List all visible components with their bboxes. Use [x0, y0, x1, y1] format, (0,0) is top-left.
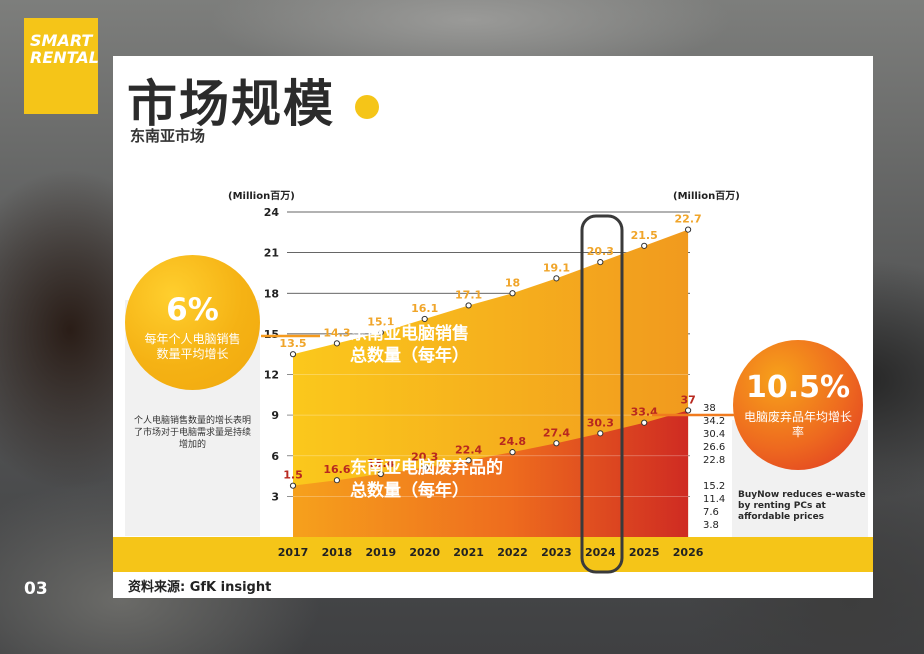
year-label: 2020	[409, 546, 440, 559]
footer-band	[113, 537, 873, 572]
left-tick-label: 24	[264, 206, 280, 219]
waste-value-label: 1.5	[283, 469, 303, 482]
logo-line1: SMART	[30, 31, 93, 50]
sales-point	[377, 329, 384, 336]
right-tick-label: 3.8	[703, 520, 719, 531]
sales-point	[597, 259, 604, 266]
sales-point	[465, 302, 472, 309]
page-subtitle: 东南亚市场	[130, 127, 206, 145]
left-callout-caption: 每年个人电脑销售数量平均增长	[144, 332, 241, 361]
waste-point	[509, 449, 516, 456]
right-callout-caption: 电脑废弃品年均增长率	[743, 410, 852, 439]
right-tick-label: 38	[703, 403, 716, 414]
sales-value-label: 14.3	[323, 326, 350, 339]
waste-point	[685, 407, 692, 414]
sales-value-label: 16.1	[411, 302, 438, 315]
left-tick-label: 15	[264, 328, 279, 341]
waste-point	[641, 419, 648, 426]
waste-point	[553, 440, 560, 447]
year-label: 2024	[585, 546, 616, 559]
sales-point	[333, 340, 340, 347]
x-axis-labels: 2017 2018 2019 2020 2021 2022 2023 2024 2025 2026	[278, 546, 704, 559]
year-label: 2017	[278, 546, 309, 559]
left-callout-circle	[125, 255, 260, 390]
year-label: 2021	[453, 546, 484, 559]
sales-value-label: 19.1	[543, 261, 570, 274]
sales-value-label: 20.3	[587, 245, 614, 258]
right-tick-label: 34.2	[703, 416, 725, 427]
year-label: 2025	[629, 546, 660, 559]
waste-point	[377, 470, 384, 478]
waste-value-label: 20.3	[411, 451, 438, 464]
source-note: 资料来源: GfK insight	[128, 580, 272, 595]
right-tick-label: 15.2	[703, 481, 725, 492]
smart-rental-logo: SMART RENTAL	[24, 18, 99, 114]
right-callout-note: BuyNow reduces e-waste by renting PCs at…	[738, 490, 866, 522]
waste-point	[421, 464, 428, 471]
year-label: 2026	[673, 546, 704, 559]
right-tick-label: 11.4	[703, 494, 725, 505]
series-sales-label-line2: 总数量（每年）	[350, 345, 469, 366]
page-number: 03	[24, 579, 48, 599]
waste-value-label: 33.4	[631, 406, 658, 419]
sales-point	[641, 242, 648, 249]
waste-value-label: 18.4	[367, 457, 394, 470]
year-label: 2022	[497, 546, 528, 559]
highlight-2024-frame	[580, 214, 624, 574]
sales-value-label: 17.1	[455, 288, 482, 301]
right-tick-label: 30.4	[703, 429, 725, 440]
waste-value-label: 27.4	[543, 426, 570, 439]
left-tick-label: 21	[264, 247, 279, 260]
left-tick-label: 12	[264, 369, 279, 382]
waste-point	[333, 477, 340, 484]
right-axis-ticks: 38 34.2 30.4 26.6 22.8 15.2 11.4 7.6 3.8	[703, 403, 725, 531]
right-axis-unit: (Million百万)	[673, 190, 740, 202]
left-axis-unit: (Million百万)	[228, 190, 295, 202]
left-tick-label: 9	[271, 409, 279, 422]
sales-point	[685, 226, 692, 233]
logo-line2: RENTAL	[30, 48, 99, 67]
data-markers: 13.5 14.3 15.1 16.1 17.1 18 19.1 20.3 21.5 22.7 1.…	[279, 213, 702, 489]
right-tick-label: 7.6	[703, 507, 719, 518]
sales-point	[289, 351, 297, 358]
waste-point	[289, 482, 297, 489]
year-label: 2018	[322, 546, 353, 559]
sales-point	[553, 275, 560, 282]
series-sales-label-line1: 东南亚电脑销售	[350, 323, 469, 344]
sales-value-label: 13.5	[279, 337, 306, 350]
right-callout-circle	[733, 340, 863, 470]
left-callout-percent: 6%	[166, 292, 219, 328]
waste-value-label: 16.6	[323, 463, 350, 476]
waste-value-label: 22.4	[455, 443, 482, 456]
sales-value-label: 15.1	[367, 316, 394, 329]
sales-value-label: 21.5	[631, 229, 658, 242]
series-waste-label-line2: 总数量（每年）	[350, 480, 469, 501]
left-tick-label: 18	[264, 287, 279, 300]
sales-point	[509, 290, 516, 297]
page-title: 市场规模	[127, 75, 335, 133]
year-label: 2019	[365, 546, 396, 559]
left-axis-ticks: 24 21 18 15 12 9 6 3	[264, 206, 280, 503]
series-waste-label-line1: 东南亚电脑废弃品的	[350, 457, 503, 478]
title-dot	[355, 95, 379, 119]
waste-value-label: 37	[680, 393, 695, 406]
waste-value-label: 30.3	[587, 416, 614, 429]
waste-point	[465, 457, 472, 464]
right-tick-label: 26.6	[703, 442, 725, 453]
series-waste-area	[293, 410, 689, 537]
left-tick-label: 3	[271, 490, 279, 503]
sales-point	[421, 315, 428, 323]
right-tick-label: 22.8	[703, 455, 725, 466]
left-callout-note: 个人电脑销售数量的增长表明了市场对于电脑需求量是持续增加的	[133, 416, 251, 450]
right-callout-percent: 10.5%	[745, 370, 851, 405]
waste-point	[597, 430, 604, 437]
sales-value-label: 18	[505, 276, 520, 289]
year-label: 2023	[541, 546, 572, 559]
left-tick-label: 6	[271, 450, 279, 463]
waste-value-label: 24.8	[499, 435, 526, 448]
sales-value-label: 22.7	[675, 213, 702, 226]
